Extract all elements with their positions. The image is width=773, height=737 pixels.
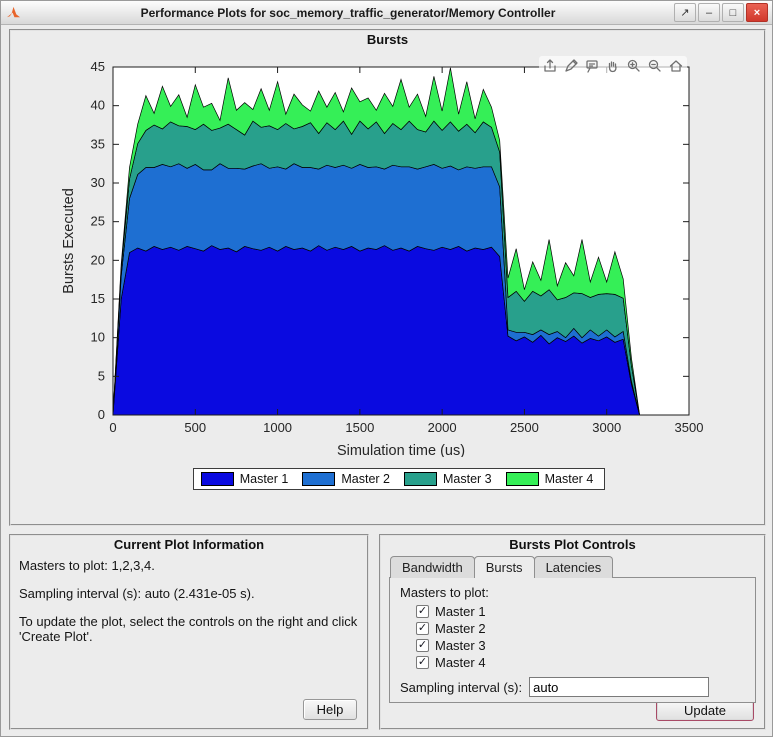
legend-item: Master 2: [297, 471, 399, 487]
svg-text:2000: 2000: [428, 420, 457, 435]
checkbox-label: Master 4: [435, 654, 486, 670]
series-areas: [112, 67, 641, 416]
tab-bursts[interactable]: Bursts: [473, 556, 535, 578]
svg-text:1500: 1500: [345, 420, 374, 435]
bursts-panel: Bursts: [9, 29, 766, 526]
svg-text:40: 40: [91, 98, 105, 113]
legend-row: Master 1 Master 2 Master 3 Master 4: [11, 468, 764, 490]
sampling-interval-input[interactable]: [529, 677, 710, 697]
masters-to-plot-label: Masters to plot:: [400, 585, 489, 600]
svg-text:3000: 3000: [592, 420, 621, 435]
legend-swatch: [404, 472, 437, 486]
brush-icon[interactable]: [562, 57, 580, 75]
zoom-in-icon[interactable]: [625, 57, 643, 75]
svg-text:30: 30: [91, 175, 105, 190]
svg-text:3500: 3500: [675, 420, 704, 435]
current-plot-info-panel: Current Plot Information Masters to plot…: [9, 534, 369, 730]
legend-swatch: [505, 472, 539, 486]
home-icon[interactable]: [667, 57, 685, 75]
checkbox-row: ✓ Master 3: [416, 637, 745, 653]
svg-text:2500: 2500: [510, 420, 539, 435]
info-line-instructions: To update the plot, select the controls …: [19, 614, 358, 644]
axes-box: [112, 66, 690, 416]
maximize-icon[interactable]: □: [722, 3, 744, 22]
legend-item: Master 4: [501, 471, 603, 487]
datatip-icon[interactable]: [583, 57, 601, 75]
checkbox-row: ✓ Master 4: [416, 654, 745, 670]
checkbox-label: Master 2: [435, 620, 486, 636]
svg-text:15: 15: [91, 291, 105, 306]
info-line-sampling: Sampling interval (s): auto (2.431e-05 s…: [19, 586, 255, 601]
legend-label: Master 3: [443, 472, 492, 486]
svg-text:0: 0: [109, 420, 116, 435]
controls-panel-title: Bursts Plot Controls: [509, 537, 636, 552]
minimize-icon[interactable]: –: [698, 3, 720, 22]
x-axis: 0 500 1000 1500 2000 2500 3000 3500: [109, 67, 703, 435]
bursts-plot-controls-panel: Bursts Plot Controls Bandwidth Bursts Late…: [379, 534, 766, 730]
bursts-panel-title: Bursts: [366, 32, 409, 47]
help-button[interactable]: Help: [303, 699, 357, 720]
tab-latencies[interactable]: Latencies: [533, 556, 614, 578]
legend-swatch: [302, 472, 336, 486]
checkbox-master-1[interactable]: ✓: [416, 604, 429, 618]
plot-controls-tabs: Bandwidth Bursts Latencies: [390, 556, 614, 578]
window-title: Performance Plots for soc_memory_traffic…: [140, 5, 556, 20]
close-icon[interactable]: ×: [746, 3, 768, 22]
undock-icon[interactable]: ↗: [674, 3, 696, 22]
svg-text:10: 10: [91, 330, 105, 345]
checkbox-master-2[interactable]: ✓: [416, 621, 429, 635]
checkbox-master-3[interactable]: ✓: [416, 638, 429, 652]
legend-label: Master 2: [341, 472, 390, 486]
masters-checkbox-group: ✓ Master 1 ✓ Master 2 ✓ Master 3 ✓ Master 4: [400, 603, 745, 670]
info-line-masters: Masters to plot: 1,2,3,4.: [19, 558, 155, 573]
titlebar: Performance Plots for soc_memory_traffic…: [1, 1, 772, 25]
update-button[interactable]: Update: [656, 700, 754, 721]
legend-swatch: [200, 472, 234, 486]
figure-body: Bursts: [1, 25, 772, 736]
axes-toolbar: [539, 56, 687, 76]
y-axis-label: Bursts Executed: [61, 188, 77, 294]
legend-item: Master 3: [399, 471, 501, 487]
checkbox-row: ✓ Master 1: [416, 603, 745, 619]
svg-text:25: 25: [91, 214, 105, 229]
pan-icon[interactable]: [604, 57, 622, 75]
tab-content: Masters to plot: ✓ Master 1 ✓ Master 2 ✓ Mast…: [389, 577, 756, 703]
sampling-row: Sampling interval (s):: [400, 677, 745, 697]
svg-text:5: 5: [98, 368, 105, 383]
svg-text:45: 45: [91, 59, 105, 74]
legend-label: Master 4: [544, 472, 594, 486]
svg-text:20: 20: [91, 252, 105, 267]
sampling-interval-label: Sampling interval (s):: [400, 679, 523, 695]
tab-bandwidth[interactable]: Bandwidth: [390, 556, 475, 578]
info-panel-title: Current Plot Information: [113, 537, 265, 552]
bursts-chart: 0 500 1000 1500 2000 2500 3000 3500 0 5 10 15 20 25 30…: [61, 59, 703, 457]
chart-legend: Master 1 Master 2 Master 3 Master 4: [192, 468, 606, 490]
export-icon[interactable]: [541, 57, 559, 75]
x-axis-label: Simulation time (us): [337, 443, 465, 457]
svg-text:500: 500: [184, 420, 206, 435]
matlab-icon: [5, 4, 22, 21]
window-controls: ↗ – □ ×: [674, 3, 768, 22]
svg-text:0: 0: [98, 407, 105, 422]
legend-label: Master 1: [239, 472, 289, 486]
zoom-out-icon[interactable]: [646, 57, 664, 75]
checkbox-master-4[interactable]: ✓: [416, 655, 429, 669]
svg-text:35: 35: [91, 136, 105, 151]
checkbox-label: Master 1: [435, 603, 486, 619]
checkbox-row: ✓ Master 2: [416, 620, 745, 636]
legend-item: Master 1: [196, 471, 298, 487]
checkbox-label: Master 3: [435, 637, 486, 653]
svg-text:1000: 1000: [263, 420, 292, 435]
